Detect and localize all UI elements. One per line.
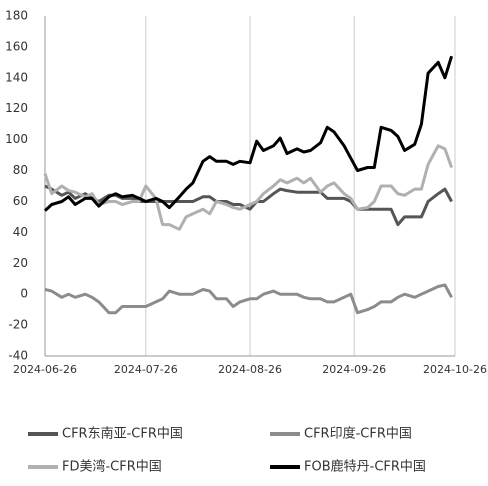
series-line: [43, 55, 454, 212]
y-tick-label: -20: [8, 318, 28, 332]
y-tick-label: 120: [5, 101, 28, 115]
y-tick-label: 0: [20, 287, 28, 301]
legend-label: CFR印度-CFR中国: [304, 426, 412, 442]
y-tick-label: 180: [5, 9, 28, 23]
legend-label: FD美湾-CFR中国: [62, 459, 162, 475]
x-tick-label: 2024-08-26: [218, 363, 282, 376]
series-line: [43, 144, 454, 231]
series-line: [44, 283, 453, 315]
x-tick-label: 2024-10-26: [423, 363, 487, 376]
y-tick-label: 140: [5, 70, 28, 84]
x-tick-label: 2024-09-26: [322, 363, 386, 376]
y-tick-label: 100: [5, 132, 28, 146]
legend-label: FOB鹿特丹-CFR中国: [304, 459, 426, 475]
y-tick-label: 80: [13, 163, 28, 177]
y-tick-label: -40: [8, 349, 28, 363]
y-tick-label: 20: [13, 256, 28, 270]
y-tick-label: 60: [13, 194, 28, 208]
x-tick-label: 2024-06-26: [13, 363, 77, 376]
legend-label: CFR东南亚-CFR中国: [62, 426, 183, 442]
y-tick-label: 40: [13, 225, 28, 239]
x-tick-label: 2024-07-26: [114, 363, 178, 376]
y-tick-label: 160: [5, 39, 28, 53]
